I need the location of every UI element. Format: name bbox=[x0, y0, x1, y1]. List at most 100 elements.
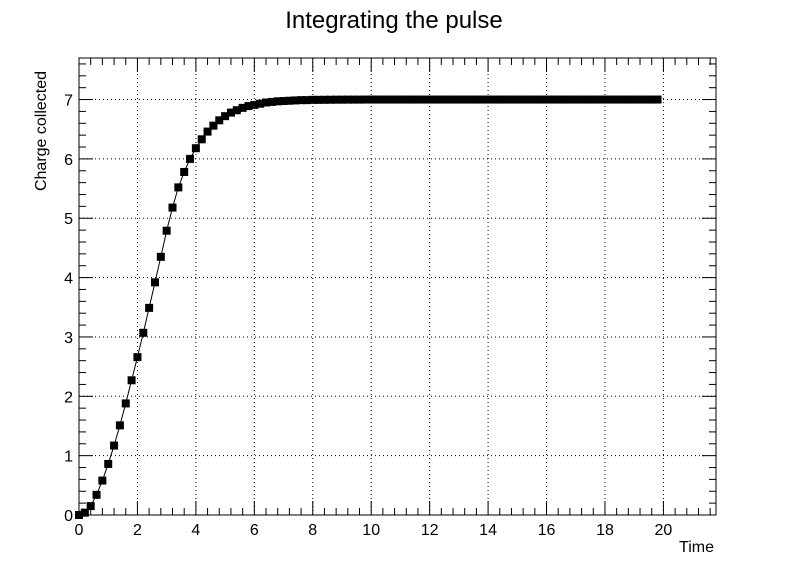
data-point bbox=[262, 98, 271, 107]
data-point bbox=[104, 459, 113, 468]
data-point bbox=[495, 95, 504, 104]
grid bbox=[78, 58, 716, 516]
data-point bbox=[186, 154, 195, 163]
x-tick-label: 20 bbox=[655, 522, 673, 539]
data-point bbox=[501, 95, 510, 104]
data-point bbox=[571, 95, 580, 104]
data-point bbox=[355, 95, 364, 104]
data-point bbox=[577, 95, 586, 104]
data-point bbox=[560, 95, 569, 104]
data-point bbox=[197, 135, 206, 144]
data-point bbox=[168, 203, 177, 212]
data-point bbox=[291, 96, 300, 105]
plot-frame bbox=[78, 57, 717, 516]
data-point bbox=[145, 303, 154, 312]
data-point bbox=[162, 226, 171, 235]
data-point bbox=[425, 95, 434, 104]
x-tick-label: 18 bbox=[596, 522, 614, 539]
data-point bbox=[402, 95, 411, 104]
data-point bbox=[565, 95, 574, 104]
data-point bbox=[636, 95, 645, 104]
data-point bbox=[86, 502, 95, 511]
data-point bbox=[332, 95, 341, 104]
data-point bbox=[595, 95, 604, 104]
data-point bbox=[653, 95, 662, 104]
chart-title: Integrating the pulse bbox=[285, 7, 503, 34]
x-tick-label: 16 bbox=[538, 522, 556, 539]
data-point bbox=[320, 95, 329, 104]
data-point bbox=[75, 511, 83, 519]
data-point bbox=[630, 95, 639, 104]
data-point bbox=[226, 108, 235, 117]
data-point bbox=[466, 95, 475, 104]
data-point bbox=[326, 95, 335, 104]
x-tick-label: 12 bbox=[421, 522, 439, 539]
data-point bbox=[554, 95, 563, 104]
data-point bbox=[127, 376, 136, 385]
data-point bbox=[600, 95, 609, 104]
data-point bbox=[419, 95, 428, 104]
data-point bbox=[150, 278, 159, 287]
data-point bbox=[367, 95, 376, 104]
data-point bbox=[472, 95, 481, 104]
data-point bbox=[507, 95, 516, 104]
data-point bbox=[513, 95, 522, 104]
data-point bbox=[519, 95, 528, 104]
x-tick-label: 8 bbox=[308, 522, 317, 539]
data-point bbox=[343, 95, 352, 104]
data-point bbox=[180, 167, 189, 176]
data-point bbox=[384, 95, 393, 104]
data-point bbox=[618, 95, 627, 104]
data-point bbox=[583, 95, 592, 104]
data-point bbox=[449, 95, 458, 104]
x-tick-label: 6 bbox=[250, 522, 259, 539]
data-point bbox=[302, 96, 311, 105]
data-point bbox=[244, 102, 253, 111]
data-point bbox=[308, 95, 317, 104]
x-tick-label: 14 bbox=[479, 522, 497, 539]
data-point bbox=[530, 95, 539, 104]
data-point bbox=[484, 95, 493, 104]
data-point bbox=[92, 490, 101, 499]
data-point bbox=[542, 95, 551, 104]
y-tick-label: 5 bbox=[64, 211, 73, 228]
data-point bbox=[98, 476, 107, 485]
data-point bbox=[273, 97, 282, 106]
data-point bbox=[232, 106, 241, 115]
data-point bbox=[337, 95, 346, 104]
data-point bbox=[378, 95, 387, 104]
data-point bbox=[589, 95, 598, 104]
data-point bbox=[624, 95, 633, 104]
data-point bbox=[110, 441, 119, 450]
data-point bbox=[361, 95, 370, 104]
data-point bbox=[606, 95, 615, 104]
data-point bbox=[297, 96, 306, 105]
data-point bbox=[285, 96, 294, 105]
data-point bbox=[191, 144, 200, 153]
y-tick-label: 2 bbox=[64, 389, 73, 406]
data-point bbox=[431, 95, 440, 104]
y-axis-label: Charge collected bbox=[33, 71, 50, 191]
data-point bbox=[478, 95, 487, 104]
data-point bbox=[536, 95, 545, 104]
x-tick-label: 2 bbox=[133, 522, 142, 539]
data-point bbox=[460, 95, 469, 104]
x-tick-label: 4 bbox=[191, 522, 200, 539]
data-point bbox=[250, 100, 259, 109]
data-point bbox=[215, 116, 224, 125]
data-point bbox=[373, 95, 382, 104]
data-point bbox=[437, 95, 446, 104]
data-point bbox=[174, 183, 183, 192]
y-tick-label: 3 bbox=[64, 330, 73, 347]
data-point bbox=[238, 103, 247, 112]
data-point bbox=[156, 252, 165, 261]
x-axis-label: Time bbox=[679, 539, 714, 556]
data-point bbox=[641, 95, 650, 104]
data-point bbox=[80, 508, 89, 517]
data-point bbox=[408, 95, 417, 104]
data-point bbox=[133, 353, 142, 362]
data-point bbox=[612, 95, 621, 104]
data-point bbox=[139, 328, 148, 337]
